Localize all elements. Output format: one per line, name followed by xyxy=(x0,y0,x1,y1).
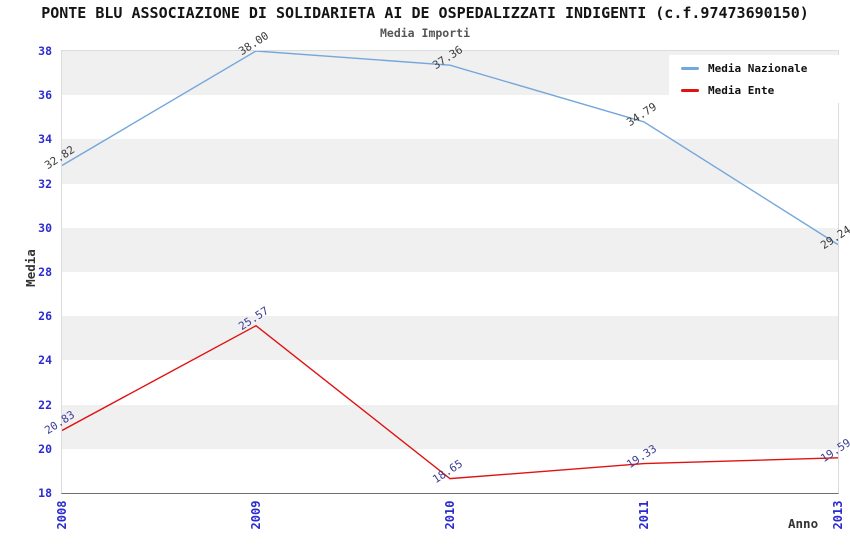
x-tick-label: 2008 xyxy=(55,500,69,530)
legend: Media Nazionale Media Ente xyxy=(669,55,841,103)
grid-band xyxy=(62,404,838,449)
y-tick-label: 30 xyxy=(38,220,52,235)
legend-swatch-media-nazionale xyxy=(681,66,699,70)
x-tick-label: 2009 xyxy=(249,500,263,530)
y-tick-label: 26 xyxy=(38,309,52,324)
line-series-svg xyxy=(62,51,838,480)
series-line-media-nazionale xyxy=(62,51,838,246)
y-tick-label: 20 xyxy=(38,441,52,456)
grid-band xyxy=(62,316,838,361)
y-tick-label: 28 xyxy=(38,265,52,279)
grid-band xyxy=(62,227,838,272)
y-tick-label: 24 xyxy=(38,353,52,368)
y-tick-label: 22 xyxy=(38,397,52,412)
legend-label: Media Ente xyxy=(708,83,775,97)
legend-swatch-media-ente xyxy=(681,88,699,92)
y-tick-label: 38 xyxy=(38,44,52,58)
plot-area xyxy=(61,50,839,494)
legend-item: Media Ente xyxy=(681,82,841,98)
grid-band xyxy=(62,139,838,184)
chart-title: PONTE BLU ASSOCIAZIONE DI SOLIDARIETA AI… xyxy=(41,4,809,22)
y-tick-label: 32 xyxy=(38,176,52,191)
grid-band xyxy=(62,360,838,405)
series-line-media-ente xyxy=(62,324,838,480)
grid-band xyxy=(62,272,838,317)
legend-label: Media Nazionale xyxy=(708,61,808,75)
x-tick-label: 2011 xyxy=(637,500,651,530)
legend-item: Media Nazionale xyxy=(681,60,841,76)
y-tick-label: 34 xyxy=(38,132,52,147)
x-axis-title: Anno xyxy=(788,516,819,531)
y-tick-label: 36 xyxy=(38,88,52,103)
y-tick-label: 18 xyxy=(38,486,52,500)
grid-band xyxy=(62,448,838,493)
grid-band xyxy=(62,183,838,228)
x-tick-label: 2013 xyxy=(831,500,845,530)
chart-subtitle: Media Importi xyxy=(379,26,470,40)
